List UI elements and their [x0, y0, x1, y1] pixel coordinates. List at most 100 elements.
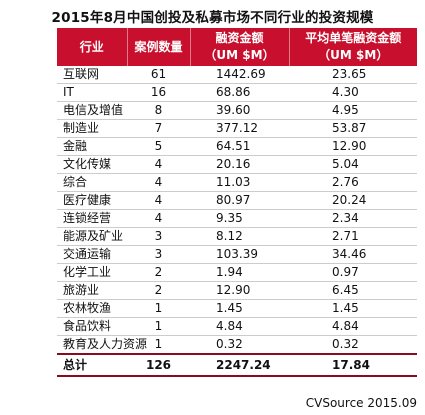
table-body: 互联网 61 1442.69 23.65 IT 16 68.86 4.30 电信及增值 8 39.6…: [57, 66, 417, 355]
cell-financing-amount: 4.84: [190, 317, 289, 336]
table-row: 食品饮料 1 4.84 4.84: [57, 317, 417, 336]
total-amount: 2247.24: [190, 353, 289, 377]
cell-avg-amount: 23.65: [289, 66, 417, 84]
cell-industry: 教育及人力资源: [57, 335, 147, 355]
table-row: 能源及矿业 3 8.12 2.71: [57, 227, 417, 246]
header-avg-amount: 平均单笔融资金额 （UM $M）: [289, 28, 417, 66]
table-row: 化学工业 2 1.94 0.97: [57, 263, 417, 282]
cell-financing-amount: 11.03: [190, 173, 289, 192]
cell-avg-amount: 2.71: [289, 227, 417, 246]
cell-avg-amount: 5.04: [289, 155, 417, 174]
header-financing-amount-unit: （UM $M）: [204, 48, 275, 62]
cell-financing-amount: 103.39: [190, 245, 289, 264]
cell-financing-amount: 12.90: [190, 281, 289, 300]
cell-avg-amount: 6.45: [289, 281, 417, 300]
cell-case-count: 4: [127, 173, 190, 192]
cell-industry: 旅游业: [57, 281, 127, 300]
header-industry: 行业: [57, 28, 128, 66]
cell-case-count: 7: [127, 119, 190, 138]
cell-avg-amount: 0.32: [289, 335, 417, 355]
header-financing-amount: 融资金额 （UM $M）: [190, 28, 290, 66]
cell-avg-amount: 0.97: [289, 263, 417, 282]
table-row: 医疗健康 4 80.97 20.24: [57, 191, 417, 210]
cell-avg-amount: 4.95: [289, 101, 417, 120]
table-row: 教育及人力资源 1 0.32 0.32: [57, 335, 417, 355]
cell-industry: 互联网: [57, 66, 127, 84]
table-row: 连锁经营 4 9.35 2.34: [57, 209, 417, 228]
header-row: 行业 案例数量 融资金额 （UM $M） 平均单笔融资金额 （UM $M）: [57, 28, 417, 66]
cell-case-count: 8: [127, 101, 190, 120]
cell-financing-amount: 64.51: [190, 137, 289, 156]
cell-case-count: 4: [127, 191, 190, 210]
total-label: 总计: [57, 353, 127, 377]
cell-industry: 金融: [57, 137, 127, 156]
table-header: 行业 案例数量 融资金额 （UM $M） 平均单笔融资金额 （UM $M）: [57, 28, 417, 66]
cell-case-count: 2: [127, 263, 190, 282]
cell-financing-amount: 9.35: [190, 209, 289, 228]
cell-case-count: 1: [127, 299, 190, 318]
cell-industry: 电信及增值: [57, 101, 127, 120]
cell-financing-amount: 1.45: [190, 299, 289, 318]
cell-financing-amount: 80.97: [190, 191, 289, 210]
cell-industry: 交通运输: [57, 245, 127, 264]
cell-avg-amount: 20.24: [289, 191, 417, 210]
investment-table-container: 行业 案例数量 融资金额 （UM $M） 平均单笔融资金额 （UM $M） 互联…: [57, 28, 417, 377]
cell-avg-amount: 53.87: [289, 119, 417, 138]
cell-financing-amount: 68.86: [190, 83, 289, 102]
cell-industry: 食品饮料: [57, 317, 127, 336]
cell-avg-amount: 2.34: [289, 209, 417, 228]
table-row: 交通运输 3 103.39 34.46: [57, 245, 417, 264]
table-row: 旅游业 2 12.90 6.45: [57, 281, 417, 300]
cell-financing-amount: 1.94: [190, 263, 289, 282]
total-avg: 17.84: [289, 353, 417, 377]
investment-table: 行业 案例数量 融资金额 （UM $M） 平均单笔融资金额 （UM $M） 互联…: [57, 28, 417, 377]
cell-financing-amount: 0.32: [190, 335, 289, 355]
table-row: 制造业 7 377.12 53.87: [57, 119, 417, 138]
cell-case-count: 5: [127, 137, 190, 156]
table-row: 综合 4 11.03 2.76: [57, 173, 417, 192]
cell-avg-amount: 34.46: [289, 245, 417, 264]
table-row: 金融 5 64.51 12.90: [57, 137, 417, 156]
cell-industry: 连锁经营: [57, 209, 127, 228]
cell-case-count: 2: [127, 281, 190, 300]
cell-industry: 能源及矿业: [57, 227, 127, 246]
header-avg-amount-label: 平均单笔融资金额: [305, 31, 402, 45]
cell-financing-amount: 1442.69: [190, 66, 289, 84]
cell-industry: 综合: [57, 173, 127, 192]
table-title: 2015年8月中国创投及私募市场不同行业的投资规模: [51, 10, 374, 26]
cell-industry: 制造业: [57, 119, 127, 138]
cell-financing-amount: 8.12: [190, 227, 289, 246]
table-row: 电信及增值 8 39.60 4.95: [57, 101, 417, 120]
cell-case-count: 4: [127, 209, 190, 228]
cell-case-count: 3: [127, 245, 190, 264]
cell-industry: 文化传媒: [57, 155, 127, 174]
cell-avg-amount: 2.76: [289, 173, 417, 192]
cell-case-count: 61: [127, 66, 190, 84]
table-footer: 总计 126 2247.24 17.84: [57, 353, 417, 377]
table-row: IT 16 68.86 4.30: [57, 83, 417, 102]
header-case-count: 案例数量: [127, 28, 191, 66]
table-row: 互联网 61 1442.69 23.65: [57, 66, 417, 84]
table-row: 农林牧渔 1 1.45 1.45: [57, 299, 417, 318]
total-row: 总计 126 2247.24 17.84: [57, 353, 417, 377]
cell-industry: IT: [57, 83, 127, 102]
cell-avg-amount: 12.90: [289, 137, 417, 156]
cell-avg-amount: 1.45: [289, 299, 417, 318]
cell-industry: 化学工业: [57, 263, 127, 282]
table-row: 文化传媒 4 20.16 5.04: [57, 155, 417, 174]
cell-financing-amount: 20.16: [190, 155, 289, 174]
total-cases: 126: [127, 353, 190, 377]
cell-case-count: 16: [127, 83, 190, 102]
cell-case-count: 3: [127, 227, 190, 246]
cell-industry: 农林牧渔: [57, 299, 127, 318]
header-avg-amount-unit: （UM $M）: [318, 48, 389, 62]
cell-avg-amount: 4.30: [289, 83, 417, 102]
cell-financing-amount: 377.12: [190, 119, 289, 138]
source-note: CVSource 2015.09: [305, 396, 417, 410]
cell-financing-amount: 39.60: [190, 101, 289, 120]
cell-avg-amount: 4.84: [289, 317, 417, 336]
cell-industry: 医疗健康: [57, 191, 127, 210]
cell-case-count: 4: [127, 155, 190, 174]
cell-case-count: 1: [127, 317, 190, 336]
header-financing-amount-label: 融资金额: [215, 31, 264, 45]
